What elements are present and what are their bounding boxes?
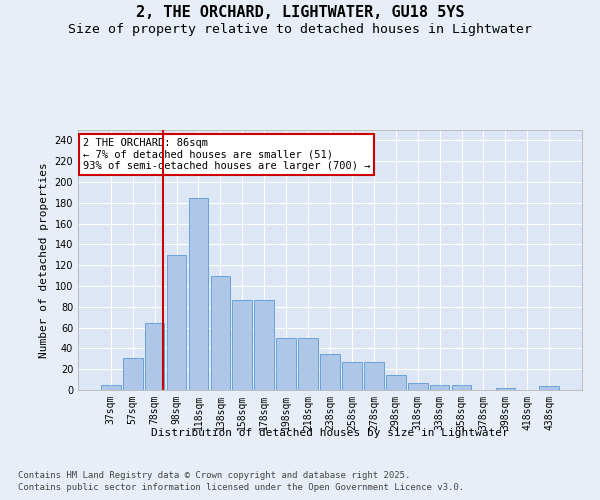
Bar — [364, 362, 384, 390]
Bar — [342, 362, 362, 390]
Bar — [408, 382, 428, 390]
Bar — [386, 376, 406, 390]
Bar — [232, 300, 252, 390]
Bar — [167, 255, 187, 390]
Text: Size of property relative to detached houses in Lightwater: Size of property relative to detached ho… — [68, 22, 532, 36]
Bar — [496, 388, 515, 390]
Text: 2, THE ORCHARD, LIGHTWATER, GU18 5YS: 2, THE ORCHARD, LIGHTWATER, GU18 5YS — [136, 5, 464, 20]
Y-axis label: Number of detached properties: Number of detached properties — [39, 162, 49, 358]
Text: Contains public sector information licensed under the Open Government Licence v3: Contains public sector information licen… — [18, 484, 464, 492]
Bar — [452, 385, 472, 390]
Text: 2 THE ORCHARD: 86sqm
← 7% of detached houses are smaller (51)
93% of semi-detach: 2 THE ORCHARD: 86sqm ← 7% of detached ho… — [83, 138, 371, 171]
Bar — [276, 338, 296, 390]
Bar — [145, 324, 164, 390]
Bar — [298, 338, 318, 390]
Text: Contains HM Land Registry data © Crown copyright and database right 2025.: Contains HM Land Registry data © Crown c… — [18, 471, 410, 480]
Bar — [320, 354, 340, 390]
Bar — [123, 358, 143, 390]
Bar — [430, 385, 449, 390]
Bar — [188, 198, 208, 390]
Text: Distribution of detached houses by size in Lightwater: Distribution of detached houses by size … — [151, 428, 509, 438]
Bar — [101, 385, 121, 390]
Bar — [539, 386, 559, 390]
Bar — [254, 300, 274, 390]
Bar — [211, 276, 230, 390]
